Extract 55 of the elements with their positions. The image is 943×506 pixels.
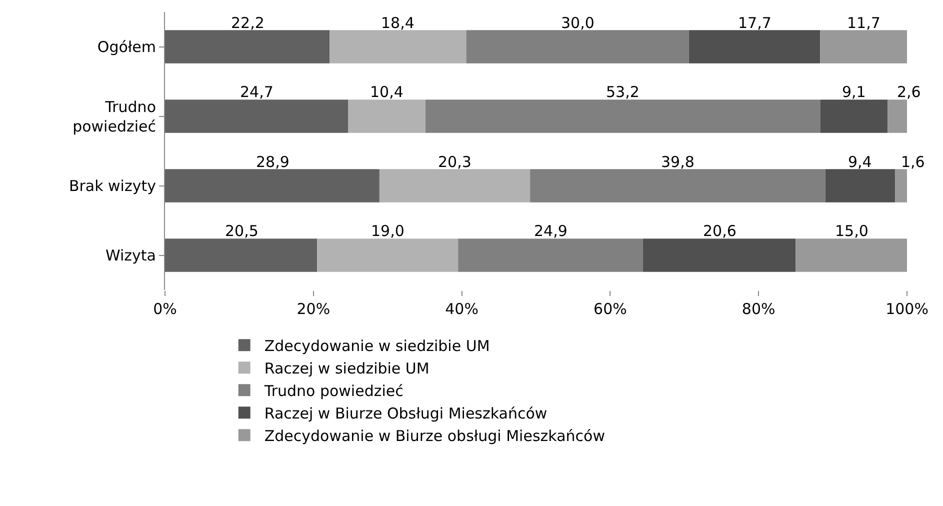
bar — [796, 238, 907, 272]
y-tick-label: Wizyta — [106, 246, 156, 264]
data-label: 1,6 — [901, 153, 925, 171]
x-tick-label: 80% — [742, 300, 776, 318]
bar — [165, 238, 318, 272]
data-label: 9,1 — [842, 83, 866, 101]
legend-label: Trudno powiedzieć — [263, 382, 404, 400]
bar — [530, 169, 826, 202]
data-label: 11,7 — [847, 14, 880, 32]
y-tick-label: Trudno powiedzieć — [72, 98, 156, 136]
bar — [820, 100, 888, 133]
bar — [458, 238, 643, 272]
y-tick-label: Brak wizyty — [68, 177, 156, 195]
legend-label: Zdecydowanie w Biurze obsługi Mieszkańców — [264, 427, 605, 446]
data-label: 30,0 — [561, 14, 594, 32]
bar — [379, 169, 530, 202]
data-label: 9,4 — [848, 153, 872, 171]
bar — [466, 30, 689, 64]
y-tick-label: Ogółem — [97, 38, 156, 56]
data-label: 39,8 — [661, 153, 694, 171]
bar — [825, 169, 896, 202]
data-label: 28,9 — [256, 153, 290, 171]
bar — [165, 169, 380, 202]
data-label: 20,5 — [225, 222, 258, 240]
legend-label: Raczej w siedzibie UM — [264, 360, 430, 378]
bar — [688, 30, 820, 64]
data-label: 18,4 — [381, 14, 414, 32]
data-label: 15,0 — [835, 222, 868, 240]
data-label: 20,6 — [703, 222, 736, 240]
bar — [820, 30, 907, 64]
legend-label: Raczej w Biurze Obsługi Mieszkańców — [264, 404, 548, 423]
bar — [642, 238, 796, 272]
data-label: 2,6 — [897, 83, 921, 101]
data-label: 20,3 — [438, 153, 472, 171]
legend-label: Zdecydowanie w siedzibie UM — [264, 337, 490, 356]
data-label: 17,7 — [738, 14, 772, 32]
x-tick-label: 100% — [886, 300, 928, 318]
data-label: 53,2 — [606, 83, 640, 101]
bar — [425, 100, 820, 133]
x-tick-label: 40% — [445, 300, 478, 318]
data-label: 10,4 — [370, 83, 404, 101]
x-tick-label: 0% — [153, 300, 177, 318]
bar — [330, 30, 466, 64]
data-label: 22,2 — [231, 14, 264, 32]
bar — [165, 30, 330, 64]
data-label: 24,9 — [534, 222, 568, 240]
bar — [348, 100, 426, 133]
data-label: 24,7 — [240, 83, 274, 101]
data-label: 19,0 — [371, 222, 404, 240]
bar — [317, 238, 458, 272]
x-tick-label: 20% — [296, 300, 330, 318]
bar — [165, 100, 348, 133]
bar — [895, 169, 907, 202]
x-tick-label: 60% — [594, 300, 627, 318]
bar — [888, 100, 907, 133]
